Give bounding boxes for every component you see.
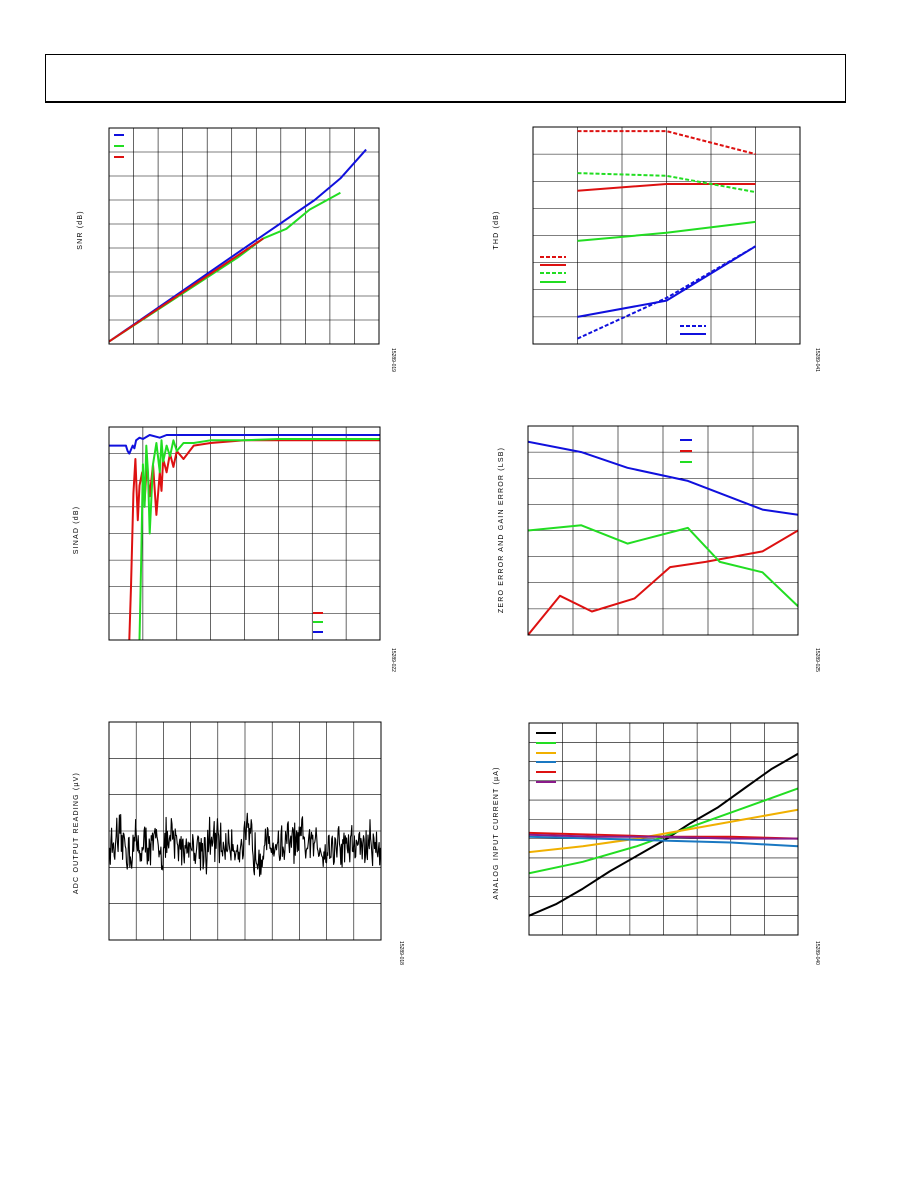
zero-gain-plot-area	[527, 425, 799, 636]
current-plot-area	[528, 722, 799, 936]
plot-border	[532, 126, 801, 345]
chart-thd: THD (dB) 15289-041	[493, 126, 820, 372]
plot-border	[108, 426, 381, 641]
chart-analog-input-current: ANALOG INPUT CURRENT (µA) 15289-040	[493, 722, 820, 965]
series-line-4	[529, 835, 798, 848]
current-figure-id: 15289-040	[814, 941, 820, 965]
series-group	[109, 434, 380, 640]
chart-adc-noise: ADC OUTPUT READING (µV) 15289-018	[73, 721, 404, 965]
series-line-1	[577, 130, 756, 156]
series-line-1	[109, 148, 367, 343]
series-line-3	[529, 808, 798, 854]
thd-plot-area	[532, 126, 801, 345]
plot-border	[527, 425, 799, 636]
adc-plot-area	[108, 721, 382, 941]
series-group	[528, 440, 798, 635]
page-header-box	[45, 54, 846, 103]
series-line-2	[138, 438, 380, 640]
adc-y-axis-label: ADC OUTPUT READING (µV)	[73, 772, 80, 894]
chart-snr: SNR (dB) 15289-019	[77, 127, 396, 372]
series-line-1	[128, 439, 380, 640]
thd-figure-id: 15289-041	[814, 348, 820, 372]
series-group	[529, 752, 798, 917]
zero-gain-figure-id: 15289-025	[814, 648, 820, 672]
chart-zero-gain-error: ZERO ERROR AND GAIN ERROR (LSB) 15289-02…	[498, 425, 820, 672]
sinad-plot-area	[108, 426, 381, 641]
series-group	[109, 812, 381, 877]
sinad-y-axis-label: SINAD (dB)	[73, 506, 80, 555]
thd-y-axis-label: THD (dB)	[493, 210, 500, 249]
series-line-4	[577, 220, 756, 242]
series-line-1	[528, 440, 798, 516]
plot-border	[528, 722, 799, 936]
series-line-5	[577, 245, 757, 340]
series-line-3	[109, 237, 264, 343]
plot-border	[108, 721, 382, 941]
series-line-6	[529, 833, 798, 840]
adc-figure-id: 15289-018	[398, 941, 404, 965]
snr-y-axis-label: SNR (dB)	[77, 210, 84, 250]
current-y-axis-label: ANALOG INPUT CURRENT (µA)	[493, 766, 500, 899]
series-group	[109, 148, 367, 343]
series-line-6	[577, 245, 757, 318]
series-line-2	[528, 529, 798, 635]
plot-border	[108, 127, 380, 345]
chart-sinad: SINAD (dB) 15289-022	[73, 426, 396, 672]
series-line-2	[109, 191, 341, 343]
snr-plot-area	[108, 127, 380, 345]
sinad-figure-id: 15289-022	[390, 648, 396, 672]
zero-gain-y-axis-label: ZERO ERROR AND GAIN ERROR (LSB)	[498, 447, 505, 613]
series-group	[577, 130, 757, 340]
series-line-1	[109, 812, 381, 877]
series-line-3	[109, 434, 380, 455]
series-line-3	[528, 524, 798, 608]
series-line-2	[577, 183, 756, 192]
snr-figure-id: 15289-019	[390, 348, 396, 372]
